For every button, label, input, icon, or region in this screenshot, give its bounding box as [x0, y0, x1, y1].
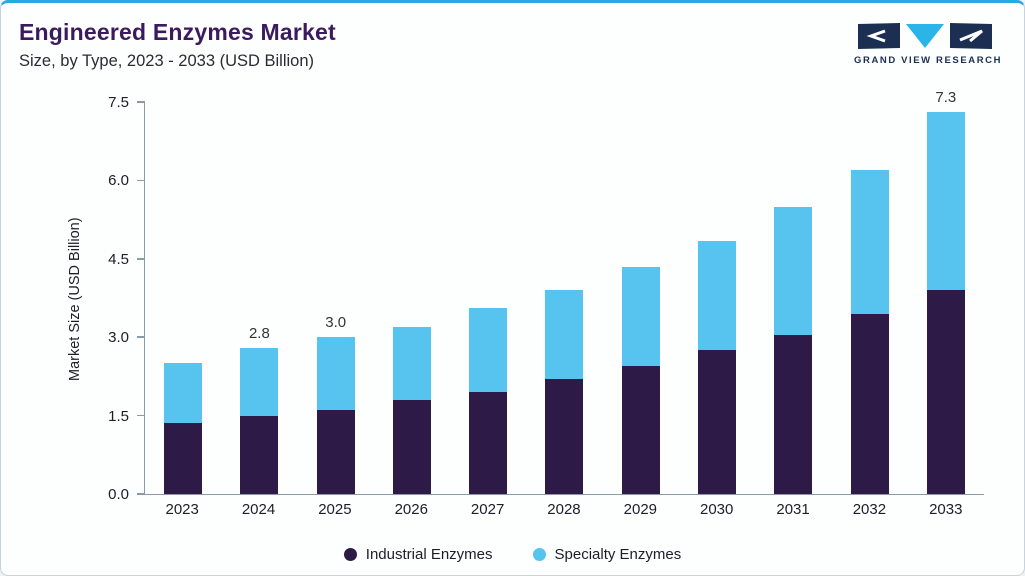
bar-stack	[316, 337, 355, 494]
bar-segment-industrial-enzymes	[774, 334, 813, 494]
bar-value-label: 2.8	[248, 324, 270, 342]
y-tick-mark	[137, 493, 145, 495]
bar-segment-industrial-enzymes	[164, 423, 203, 494]
y-tick-label: 1.5	[108, 407, 129, 425]
bar-group-2030	[679, 103, 755, 494]
bar-segment-specialty-enzymes	[240, 347, 279, 416]
bar-group-2023	[145, 103, 221, 494]
x-tick-label: 2025	[318, 501, 352, 518]
brand-name: GRAND VIEW RESEARCH	[854, 55, 1003, 66]
bar-segment-specialty-enzymes	[697, 240, 736, 351]
bar-segment-industrial-enzymes	[316, 410, 355, 494]
y-tick-mark	[137, 336, 145, 338]
bar-value-label: 3.0	[325, 314, 347, 332]
y-tick-label: 3.0	[108, 329, 129, 347]
bar-segment-industrial-enzymes	[469, 392, 508, 494]
y-tick-mark	[137, 179, 145, 182]
y-tick-label: 6.0	[108, 172, 129, 190]
bar-group-2024: 2.8	[221, 103, 297, 494]
bar-group-2029	[603, 103, 679, 494]
bar-segment-specialty-enzymes	[545, 290, 584, 380]
y-tick-mark	[137, 258, 145, 260]
header: Engineered Enzymes Market Size, by Type,…	[19, 19, 336, 71]
x-axis: 2023 2024 2025 2026 2027 2028 2029 2030 2031 2032…	[144, 501, 984, 518]
gvr-logo: GRAND VIEW RESEARCH	[854, 23, 1002, 66]
bar-segment-specialty-enzymes	[392, 326, 431, 400]
bar-group-2026	[374, 103, 450, 494]
bar-segment-specialty-enzymes	[850, 169, 889, 314]
legend-item-industrial-enzymes: Industrial Enzymes	[343, 546, 493, 563]
bar-segment-industrial-enzymes	[545, 379, 584, 494]
bar-segment-industrial-enzymes	[697, 350, 736, 494]
bar-segment-specialty-enzymes	[164, 363, 203, 424]
bar-segment-specialty-enzymes	[774, 206, 813, 335]
bar-value-label: 7.3	[935, 89, 957, 107]
bar-stack	[240, 347, 279, 494]
bar-stack	[164, 363, 203, 494]
bar-segment-industrial-enzymes	[240, 415, 279, 494]
bar-group-2027	[450, 103, 526, 494]
bar-group-2033: 7.3	[908, 89, 984, 494]
page-subtitle: Size, by Type, 2023 - 2033 (USD Billion)	[19, 52, 315, 70]
bar-segment-specialty-enzymes	[469, 308, 508, 393]
y-tick-mark	[137, 414, 145, 417]
bar-stack	[469, 308, 508, 494]
legend-marker-icon	[532, 548, 546, 561]
legend-marker-icon	[343, 548, 357, 561]
bar-segment-industrial-enzymes	[850, 313, 889, 494]
plot-area: 2.8 3.0 7.3	[137, 89, 984, 495]
x-tick-label: 2029	[623, 501, 658, 518]
y-tick-label: 7.5	[108, 94, 129, 111]
legend-item-specialty-enzymes: Specialty Enzymes	[532, 546, 682, 563]
bar-segment-specialty-enzymes	[926, 112, 965, 291]
bar-stack	[621, 266, 660, 494]
bar-stack	[926, 112, 965, 494]
bar-segment-specialty-enzymes	[316, 337, 355, 411]
bar-segment-industrial-enzymes	[392, 399, 431, 494]
bar-segment-specialty-enzymes	[621, 266, 660, 366]
bar-stack	[774, 206, 813, 494]
bar-stack	[545, 290, 584, 494]
y-axis-title: Market Size (USD Billion)	[67, 217, 83, 381]
bar-segment-industrial-enzymes	[926, 290, 965, 494]
x-tick-label: 2030	[700, 501, 734, 518]
x-tick-label: 2033	[929, 501, 963, 518]
gvr-logo-icon	[858, 23, 992, 49]
page-title: Engineered Enzymes Market	[19, 19, 336, 45]
x-tick-label: 2027	[470, 501, 505, 518]
y-tick-mark	[137, 101, 145, 103]
bar-stack	[392, 326, 431, 494]
legend-label: Industrial Enzymes	[365, 546, 493, 563]
y-tick-label: 4.5	[108, 250, 129, 268]
x-tick-label: 2032	[852, 501, 887, 518]
x-tick-label: 2031	[776, 501, 810, 518]
legend: Industrial Enzymes Specialty Enzymes	[1, 546, 1024, 563]
x-tick-label: 2028	[547, 501, 581, 518]
bar-group-2028	[526, 103, 602, 494]
y-tick-label: 0.0	[108, 486, 129, 503]
y-axis: 0.0 1.5 3.0 4.5 6.0 7.5	[93, 94, 139, 503]
bar-group-2032	[831, 103, 907, 494]
x-tick-label: 2023	[165, 501, 199, 518]
x-tick-label: 2026	[394, 501, 428, 518]
x-tick-label: 2024	[241, 501, 276, 518]
bar-stack	[697, 240, 736, 494]
bar-group-2031	[755, 103, 831, 494]
bar-stack	[850, 169, 889, 494]
bar-segment-industrial-enzymes	[621, 365, 660, 494]
legend-label: Specialty Enzymes	[554, 546, 682, 563]
bar-group-2025: 3.0	[298, 103, 374, 494]
